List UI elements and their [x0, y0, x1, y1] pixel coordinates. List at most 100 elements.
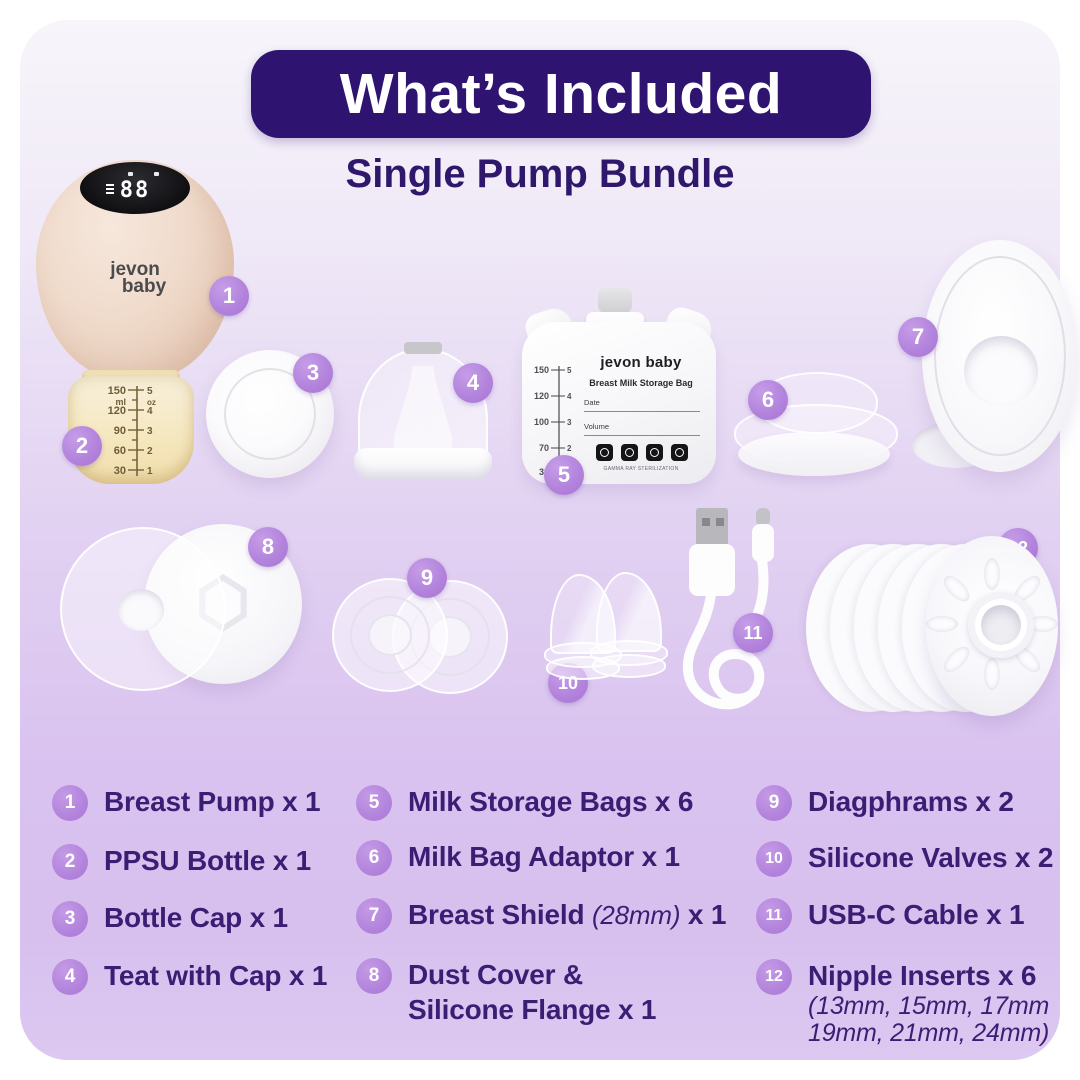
svg-text:2: 2: [147, 446, 153, 457]
callout-badge-7: 7: [898, 317, 938, 357]
legend-item-5: 5 Milk Storage Bags x 6: [356, 784, 693, 821]
callout-badge-9: 9: [407, 558, 447, 598]
legend-label-2: PPSU Bottle x 1: [104, 845, 312, 876]
legend-badge-5: 5: [356, 785, 392, 821]
legend-label-8: Dust Cover & Silicone Flange x 1: [408, 959, 657, 1025]
teat-with-cap-image: [354, 342, 492, 480]
svg-text:150: 150: [108, 385, 126, 397]
bag-spout: [598, 288, 632, 314]
svg-text:60: 60: [114, 445, 126, 457]
legend-badge-8: 8: [356, 958, 392, 994]
legend-badge-2: 2: [52, 844, 88, 880]
legend-item-4: 4 Teat with Cap x 1: [52, 958, 327, 995]
legend-size-note-12-line2: 19mm, 21mm, 24mm): [808, 1019, 1050, 1047]
svg-text:1: 1: [147, 466, 153, 477]
usb-c-metal-tip: [756, 508, 770, 526]
insert-center-hole: [981, 605, 1021, 645]
level-indicator-icon: [154, 172, 159, 176]
legend-label-10: Silicone Valves x 2: [808, 842, 1054, 873]
svg-text:150: 150: [534, 365, 549, 375]
legend-item-3: 3 Bottle Cap x 1: [52, 900, 288, 937]
insert-center-ring: [968, 592, 1034, 658]
gradient-card: What’s Included Single Pump Bundle 88 je…: [20, 20, 1078, 1060]
breast-shield-image: [912, 240, 1078, 472]
legend-badge-3: 3: [52, 901, 88, 937]
usb-cable-drawing: [682, 508, 774, 710]
svg-text:90: 90: [114, 425, 126, 437]
mode-indicator-icon: [128, 172, 133, 176]
svg-text:100: 100: [534, 417, 549, 427]
bottle-measurement-scale: 150 120 90 60 30 ml 5 4 3 2 1 oz: [108, 385, 156, 477]
legend-badge-10: 10: [756, 841, 792, 877]
callout-badge-8: 8: [248, 527, 288, 567]
legend-badge-1: 1: [52, 785, 88, 821]
legend-size-note-12-line1: (13mm, 15mm, 17mm: [808, 992, 1050, 1020]
bag-product-title: Breast Milk Storage Bag: [589, 378, 693, 388]
do-not-reuse-icon: [596, 444, 613, 461]
svg-text:ml: ml: [115, 397, 126, 407]
legend-item-9: 9 Diagphrams x 2: [756, 784, 1014, 821]
bag-volume-field: Volume: [584, 422, 700, 436]
pump-display-value: 88: [119, 177, 151, 203]
legend-badge-11: 11: [756, 898, 792, 934]
teat-top-cap: [404, 342, 442, 354]
callout-badge-5: 5: [544, 455, 584, 495]
legend-badge-6: 6: [356, 840, 392, 876]
callout-badge-3: 3: [293, 353, 333, 393]
legend-label-6: Milk Bag Adaptor x 1: [408, 841, 680, 872]
callout-badge-6: 6: [748, 380, 788, 420]
usb-c-cable-image: [672, 504, 784, 722]
bag-body: jevon baby Breast Milk Storage Bag Date …: [522, 322, 716, 484]
silicone-valves-image: [544, 572, 668, 682]
max-temp-icon: [646, 444, 663, 461]
nipple-inserts-image: [806, 536, 1058, 720]
svg-text:4: 4: [567, 392, 572, 401]
legend-item-12: 12 Nipple Inserts x 6 (13mm, 15mm, 17mm …: [756, 958, 1049, 1047]
svg-text:120: 120: [534, 391, 549, 401]
bag-warning-icons: [584, 444, 700, 461]
pump-led-screen: 88: [80, 162, 190, 214]
svg-text:120: 120: [108, 405, 126, 417]
svg-text:30: 30: [114, 465, 126, 477]
brand-logo-line1: jevon: [110, 259, 160, 280]
legend-badge-12: 12: [756, 959, 792, 995]
bpa-free-icon: [671, 444, 688, 461]
svg-text:5: 5: [567, 366, 572, 375]
legend-item-6: 6 Milk Bag Adaptor x 1: [356, 839, 680, 876]
legend-item-1: 1 Breast Pump x 1: [52, 784, 321, 821]
legend-label-9: Diagphrams x 2: [808, 786, 1014, 817]
svg-text:5: 5: [147, 386, 153, 397]
usb-c-connector-body: [752, 524, 774, 562]
bottle-cap-ring: [224, 368, 316, 460]
bag-footnote: GAMMA RAY STERILIZATION: [603, 466, 679, 472]
svg-text:30: 30: [539, 467, 549, 477]
legend-badge-4: 4: [52, 959, 88, 995]
callout-badge-4: 4: [453, 363, 493, 403]
insert-disc-front: [926, 536, 1058, 716]
legend-label-1: Breast Pump x 1: [104, 786, 321, 817]
callout-badge-1: 1: [209, 276, 249, 316]
svg-text:oz: oz: [147, 398, 156, 407]
bundle-subtitle: Single Pump Bundle: [345, 152, 735, 196]
valve-front: [544, 574, 622, 680]
brand-logo-line2: baby: [121, 275, 167, 297]
legend-label-7: Breast Shield (28mm) x 1: [408, 899, 727, 930]
svg-text:3: 3: [567, 418, 572, 427]
legend-size-note-7: (28mm): [591, 900, 681, 930]
svg-text:70: 70: [539, 443, 549, 453]
svg-text:4: 4: [147, 406, 153, 417]
legend-badge-9: 9: [756, 785, 792, 821]
legend-label-5: Milk Storage Bags x 6: [408, 786, 694, 817]
page-title: What’s Included: [339, 62, 783, 126]
bag-date-field: Date: [584, 398, 700, 412]
legend-badge-7: 7: [356, 898, 392, 934]
breast-pump-image: 88 jevon baby: [36, 160, 234, 380]
usb-a-connector-body: [689, 544, 735, 596]
legend-item-10: 10 Silicone Valves x 2: [756, 840, 1053, 877]
legend-label-4: Teat with Cap x 1: [104, 960, 328, 991]
do-not-microwave-icon: [621, 444, 638, 461]
silicone-flange-disc: [60, 527, 226, 691]
adaptor-base-ring: [738, 432, 890, 476]
callout-badge-11: 11: [733, 613, 773, 653]
